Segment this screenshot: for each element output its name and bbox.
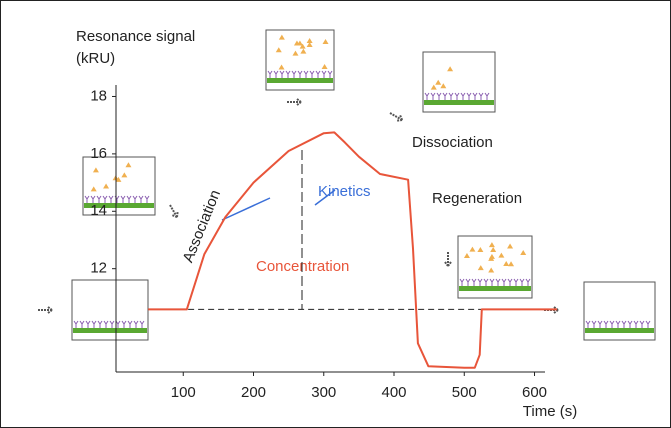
analyte — [103, 183, 110, 189]
x-tick-label: 400 — [381, 384, 406, 401]
analyte — [447, 66, 454, 72]
concentration-label: Concentration — [256, 258, 349, 275]
x-tick-label: 500 — [452, 384, 477, 401]
analyte — [463, 253, 470, 259]
analyte — [321, 64, 328, 70]
dissociation-label: Dissociation — [412, 134, 493, 151]
x-tick-label: 100 — [171, 384, 196, 401]
analyte — [440, 83, 447, 89]
ligands — [424, 92, 490, 100]
ligands — [459, 278, 531, 286]
analyte — [477, 247, 484, 253]
analyte — [490, 247, 497, 253]
analyte — [115, 176, 122, 182]
ligands — [73, 320, 145, 328]
analyte — [498, 252, 505, 258]
x-tick-label: 600 — [522, 384, 547, 401]
flow-arrow — [38, 306, 53, 314]
y-axis-label: Resonance signal (kRU) — [76, 28, 196, 67]
regeneration-label: Regeneration — [432, 190, 522, 207]
flow-arrow — [389, 112, 404, 122]
x-tick-label: 300 — [311, 384, 336, 401]
kinetics-pointer — [314, 189, 336, 206]
analyte — [520, 250, 527, 256]
sensor-surface — [585, 328, 654, 333]
y-tick-label: 12 — [90, 260, 107, 277]
analyte — [299, 43, 306, 49]
sensor-surface — [73, 328, 147, 333]
analyte — [488, 242, 495, 248]
analyte — [90, 186, 97, 192]
sensorgram-line — [148, 131, 557, 369]
association-label: Association — [180, 187, 225, 265]
ligands — [84, 195, 150, 203]
analyte — [121, 172, 128, 178]
ligands — [267, 70, 333, 78]
analyte — [92, 167, 99, 173]
analyte — [488, 267, 495, 273]
y-tick-label: 18 — [90, 87, 107, 104]
x-axis-label: Time (s) — [523, 403, 577, 420]
ligands — [585, 320, 651, 328]
y-tick-label: 14 — [90, 202, 107, 219]
analyte — [430, 84, 437, 90]
flow-arrow — [444, 252, 452, 267]
analyte — [477, 265, 484, 271]
sensor-surface — [267, 78, 333, 83]
analyte — [293, 40, 300, 46]
insets — [38, 29, 656, 341]
x-tick-label: 200 — [241, 384, 266, 401]
analyte — [125, 162, 132, 168]
kinetics-pointer — [221, 197, 271, 221]
analyte — [292, 50, 299, 56]
analyte — [275, 47, 282, 53]
flow-arrow — [169, 204, 179, 219]
flow-arrow — [287, 98, 302, 106]
analyte — [488, 253, 495, 259]
analyte — [306, 41, 313, 47]
y-tick-label: 16 — [90, 145, 107, 162]
sensor-surface — [84, 203, 154, 208]
analyte — [278, 34, 285, 40]
analyte — [503, 260, 510, 266]
analyte — [435, 79, 442, 85]
analyte — [306, 38, 313, 44]
analyte — [322, 39, 329, 45]
analyte — [300, 48, 307, 54]
analyte — [507, 243, 514, 249]
sensor-surface — [424, 100, 494, 105]
sensor-surface — [459, 286, 531, 291]
analyte — [508, 261, 515, 267]
analyte — [469, 246, 476, 252]
analyte — [278, 64, 285, 70]
kinetics-label: Kinetics — [318, 183, 371, 200]
